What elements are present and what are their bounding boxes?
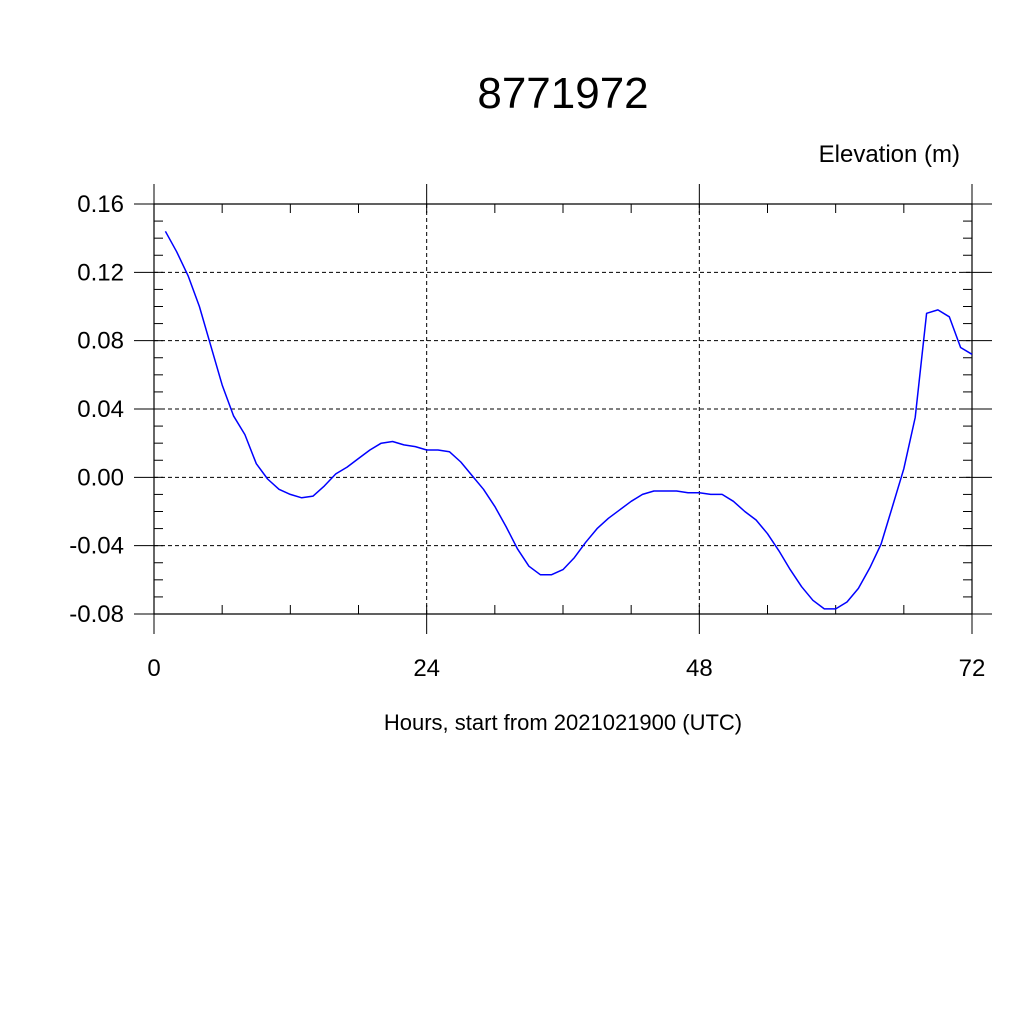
series-line xyxy=(164,230,973,610)
y-tick-label: -0.08 xyxy=(69,601,124,628)
x-tick-label: 72 xyxy=(959,655,986,682)
grid-lines xyxy=(154,203,972,614)
x-tick-label: 24 xyxy=(413,655,440,682)
y-tick-label: 0.04 xyxy=(77,396,124,423)
x-axis-label: Hours, start from 2021021900 (UTC) xyxy=(384,710,742,735)
y-tick-label: 0.12 xyxy=(77,259,124,286)
tick-labels: -0.08 -0.04 0.00 0.04 0.08 0.12 0.16 0 24 48 72 xyxy=(69,191,985,682)
series-group xyxy=(164,230,973,610)
y-tick-label: -0.04 xyxy=(69,533,124,560)
x-tick-label: 0 xyxy=(147,655,160,682)
x-tick-label: 48 xyxy=(686,655,713,682)
y-tick-label: 0.00 xyxy=(77,464,124,491)
y-tick-label: 0.08 xyxy=(77,328,124,355)
y-tick-label: 0.16 xyxy=(77,191,124,218)
chart-title: 8771972 xyxy=(477,69,648,118)
y-axis-label: Elevation (m) xyxy=(819,141,960,168)
